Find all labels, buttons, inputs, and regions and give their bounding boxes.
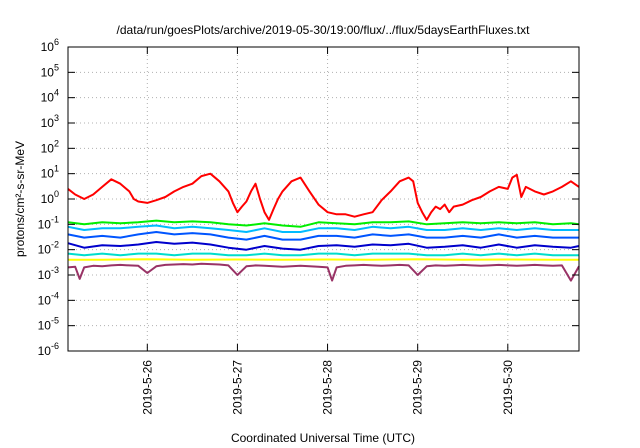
ticks <box>68 46 579 352</box>
y-tick-label: 101 <box>41 164 59 181</box>
x-tick-label: 2019-5-26 <box>140 360 154 415</box>
series-line-1 <box>67 172 580 221</box>
series-line-6 <box>67 252 579 257</box>
x-tick-label: 2019-5-29 <box>411 360 425 415</box>
series-line-8 <box>67 262 580 282</box>
x-tick-labels: 2019-5-26 2019-5-27 2019-5-28 2019-5-29 2019… <box>140 360 514 415</box>
y-tick-label: 100 <box>41 189 59 206</box>
y-tick-label: 106 <box>41 37 59 54</box>
y-tick-label: 10-5 <box>38 316 59 333</box>
grid <box>68 47 579 351</box>
y-tick-label: 104 <box>41 88 59 105</box>
series-line-4 <box>67 231 579 241</box>
y-tick-label: 105 <box>41 62 59 79</box>
chart-title: /data/run/goesPlots/archive/2019-05-30/1… <box>117 23 531 37</box>
y-tick-label: 103 <box>41 113 59 130</box>
y-tick-label: 10-4 <box>38 290 59 307</box>
series-line-5 <box>67 241 580 251</box>
x-axis-label: Coordinated Universal Time (UTC) <box>231 431 415 445</box>
series-line-7 <box>68 258 579 261</box>
series-line-3 <box>67 224 579 233</box>
series-layer <box>67 172 580 282</box>
y-tick-label: 102 <box>41 138 59 155</box>
y-tick-label: 10-2 <box>38 240 59 257</box>
y-tick-label: 10-1 <box>38 214 59 231</box>
y-tick-label: 10-3 <box>38 265 59 282</box>
y-tick-label: 10-6 <box>38 341 59 358</box>
y-tick-labels: 106 105 104 103 102 101 100 10-1 10-2 10-3 10-4 10-… <box>38 37 59 358</box>
x-tick-label: 2019-5-28 <box>321 360 335 415</box>
x-tick-label: 2019-5-27 <box>230 360 244 415</box>
series-line-2 <box>67 219 580 228</box>
x-tick-label: 2019-5-30 <box>501 360 515 415</box>
y-axis-label: protons/cm²-s-sr-MeV <box>13 141 27 257</box>
